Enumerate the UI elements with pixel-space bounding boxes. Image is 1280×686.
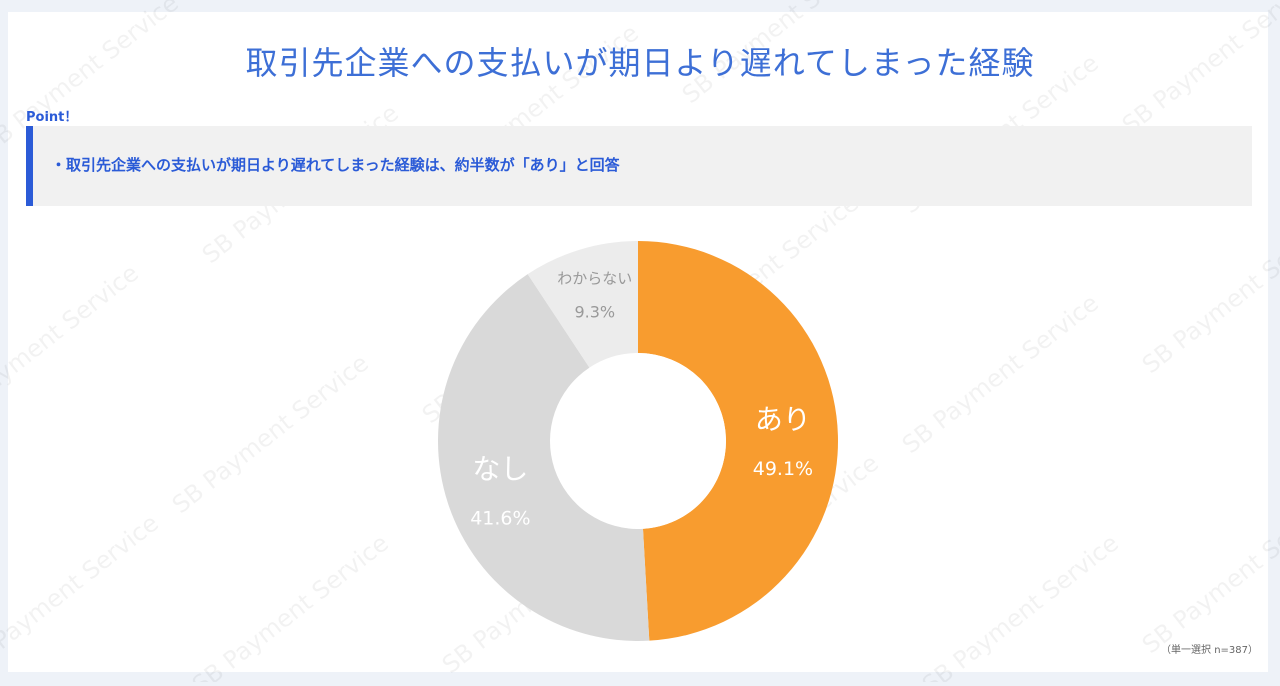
slice-label: あり [755, 403, 811, 436]
slice-value-label: 41.6% [470, 508, 530, 530]
point-box: ・取引先企業への支払いが期日より遅れてしまった経験は、約半数が「あり」と回答 [26, 126, 1252, 206]
donut-slice [438, 274, 650, 641]
slice-value-label: 9.3% [574, 302, 615, 321]
sample-footnote: （単一選択 n=387） [1161, 645, 1258, 656]
slice-value-label: 49.1% [753, 458, 813, 480]
slice-label: わからない [557, 269, 632, 287]
point-label: Point！ [26, 110, 78, 125]
point-text: ・取引先企業への支払いが期日より遅れてしまった経験は、約半数が「あり」と回答 [51, 156, 620, 174]
slice-label: なし [472, 453, 528, 486]
donut-hole [550, 353, 726, 529]
donut-slice [527, 241, 638, 368]
donut-slice [638, 241, 838, 641]
page-title: 取引先企業への支払いが期日より遅れてしまった経験 [245, 44, 1035, 82]
